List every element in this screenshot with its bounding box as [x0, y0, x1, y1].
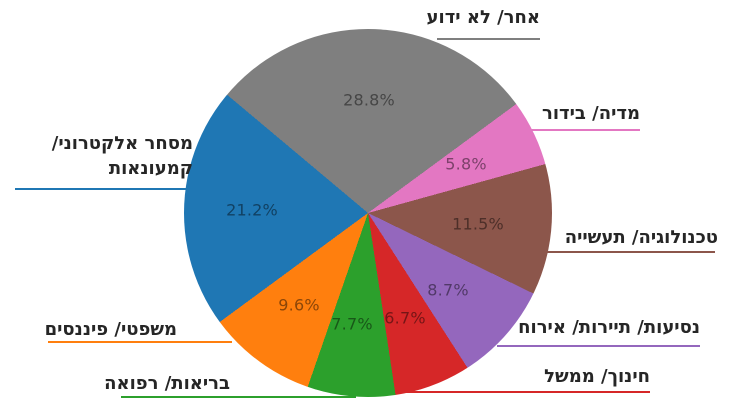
leader-line-ecommerce_retail [15, 188, 187, 190]
slice-label-technology_industry: טכנולוגיה/ תעשייה [564, 227, 718, 248]
leader-line-technology_industry [545, 251, 715, 253]
slice-pct-travel_tourism_hospitality: 8.7% [427, 280, 469, 300]
leader-line-education_government [400, 391, 650, 393]
slice-label-legal_finance: משפטי/ פיננסים [44, 319, 177, 340]
slice-label-ecommerce_retail: מסחר אלקטרוני/ קמעונאות [51, 133, 193, 179]
slice-pct-education_government: 6.7% [384, 308, 426, 328]
slice-pct-technology_industry: 11.5% [452, 214, 504, 234]
slice-label-travel_tourism_hospitality: נסיעות/ תיירות/ אירוח [518, 317, 700, 338]
slice-label-other_unknown: אחר/ לא ידוע [426, 7, 540, 28]
leader-line-health_medicine [121, 396, 356, 398]
slice-label-health_medicine: בריאות/ רפואה [104, 373, 230, 394]
slice-label-education_government: חינוך/ ממשל [544, 366, 650, 387]
leader-line-legal_finance [48, 341, 232, 343]
pie [184, 29, 552, 397]
slice-pct-media_entertainment: 5.8% [445, 154, 487, 174]
slice-label-media_entertainment: מדיה/ בידור [542, 103, 640, 124]
slice-pct-ecommerce_retail: 21.2% [226, 200, 278, 220]
slice-pct-health_medicine: 7.7% [331, 314, 373, 334]
leader-line-media_entertainment [530, 129, 640, 131]
slice-pct-legal_finance: 9.6% [278, 295, 320, 315]
leader-line-travel_tourism_hospitality [497, 345, 700, 347]
leader-line-other_unknown [437, 38, 540, 40]
slice-pct-other_unknown: 28.8% [343, 90, 395, 110]
